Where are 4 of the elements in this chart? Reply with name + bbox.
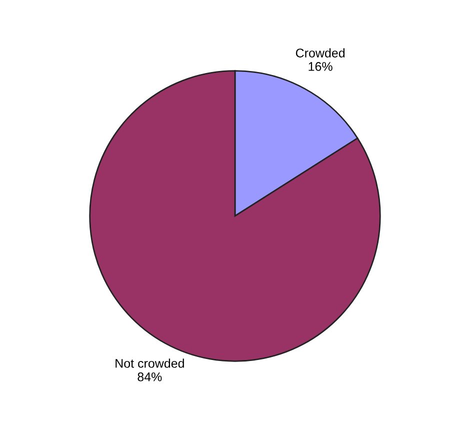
data-label: 16% xyxy=(308,62,332,71)
data-label: 84% xyxy=(138,372,162,382)
slice-label: Not crowded xyxy=(116,358,184,368)
slice-label: Crowded xyxy=(296,48,345,58)
